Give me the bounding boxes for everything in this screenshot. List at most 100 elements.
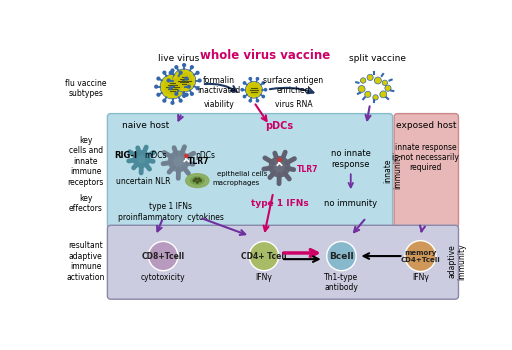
Circle shape	[248, 84, 260, 95]
Circle shape	[373, 95, 378, 100]
Circle shape	[157, 77, 160, 80]
Circle shape	[148, 241, 178, 271]
Circle shape	[382, 80, 388, 85]
Circle shape	[327, 241, 356, 271]
Circle shape	[385, 85, 391, 91]
Text: no innate
response: no innate response	[331, 149, 371, 169]
Text: Th1-type
antibody: Th1-type antibody	[325, 273, 358, 292]
Text: live virus: live virus	[158, 54, 199, 63]
Circle shape	[155, 85, 158, 88]
Circle shape	[168, 151, 189, 172]
Circle shape	[167, 79, 170, 82]
Circle shape	[198, 178, 200, 180]
Circle shape	[171, 69, 174, 72]
Circle shape	[185, 154, 188, 158]
FancyBboxPatch shape	[394, 114, 458, 228]
Circle shape	[185, 77, 188, 80]
Circle shape	[199, 180, 201, 182]
Circle shape	[241, 89, 243, 91]
Ellipse shape	[190, 177, 204, 184]
Circle shape	[196, 87, 199, 90]
Circle shape	[367, 74, 373, 81]
Circle shape	[269, 156, 290, 177]
Circle shape	[169, 87, 172, 90]
Circle shape	[195, 178, 197, 180]
Text: virus RNA: virus RNA	[274, 100, 312, 109]
Text: resultant
adaptive
immune
activation: resultant adaptive immune activation	[67, 241, 105, 281]
Circle shape	[163, 71, 166, 74]
Text: no immunity: no immunity	[324, 199, 377, 208]
Text: RIG-I: RIG-I	[115, 151, 138, 160]
Circle shape	[177, 73, 191, 88]
Text: split vaccine: split vaccine	[349, 54, 407, 63]
Circle shape	[190, 66, 193, 69]
Text: adaptive
immunity: adaptive immunity	[447, 243, 466, 280]
Circle shape	[163, 99, 166, 102]
Ellipse shape	[186, 174, 209, 188]
Circle shape	[160, 74, 185, 99]
Circle shape	[243, 95, 246, 98]
Text: uncertain NLR: uncertain NLR	[116, 177, 170, 186]
Circle shape	[185, 93, 188, 96]
Circle shape	[183, 94, 185, 97]
Text: TLR7: TLR7	[296, 164, 318, 174]
Circle shape	[278, 158, 281, 161]
Text: type 1 IFNs
proinflammatory  cytokines: type 1 IFNs proinflammatory cytokines	[118, 202, 224, 222]
Circle shape	[173, 69, 196, 92]
Circle shape	[243, 82, 246, 84]
Text: IFNγ: IFNγ	[412, 273, 429, 282]
Circle shape	[179, 99, 182, 102]
Text: mDCs: mDCs	[144, 152, 167, 160]
Circle shape	[405, 241, 436, 272]
Text: flu vaccine
subtypes: flu vaccine subtypes	[65, 78, 106, 98]
Circle shape	[183, 64, 185, 66]
Text: Bcell: Bcell	[329, 252, 354, 260]
FancyBboxPatch shape	[108, 114, 393, 228]
Circle shape	[196, 181, 198, 183]
Circle shape	[133, 151, 150, 167]
Circle shape	[198, 79, 201, 82]
Circle shape	[193, 180, 195, 182]
Circle shape	[262, 95, 264, 98]
Circle shape	[365, 91, 371, 97]
Text: viability: viability	[204, 100, 234, 109]
Circle shape	[187, 85, 190, 88]
Text: CD4+ Tcell: CD4+ Tcell	[241, 252, 287, 260]
Circle shape	[257, 99, 259, 102]
Text: TLR7: TLR7	[188, 157, 209, 166]
Circle shape	[179, 71, 182, 74]
Circle shape	[358, 85, 365, 92]
Text: epithelial cells: epithelial cells	[218, 172, 268, 177]
Text: surface antigen
enriched: surface antigen enriched	[263, 76, 324, 95]
Text: type 1 IFNs: type 1 IFNs	[250, 199, 308, 208]
Circle shape	[360, 78, 366, 83]
Circle shape	[171, 102, 174, 104]
Circle shape	[380, 91, 387, 98]
Text: CD8+Tcell: CD8+Tcell	[142, 252, 185, 260]
Circle shape	[169, 71, 172, 74]
Text: memory
CD4+Tcell: memory CD4+Tcell	[400, 250, 440, 262]
Text: key
cells and
innate
immune
receptors: key cells and innate immune receptors	[68, 136, 104, 187]
Circle shape	[249, 99, 251, 102]
Text: macrophages: macrophages	[213, 180, 260, 186]
Text: key
effectors: key effectors	[69, 194, 102, 214]
Circle shape	[164, 79, 181, 94]
Circle shape	[175, 92, 178, 95]
Circle shape	[245, 81, 262, 98]
Text: innate response
is not necessarily
required: innate response is not necessarily requi…	[393, 142, 459, 173]
Text: whole virus vaccine: whole virus vaccine	[200, 49, 331, 62]
Text: IFNγ: IFNγ	[255, 273, 272, 282]
Circle shape	[190, 92, 193, 95]
Text: innate
immunity: innate immunity	[383, 152, 402, 189]
Text: pDCs: pDCs	[195, 152, 215, 160]
Text: exposed host: exposed host	[396, 120, 456, 130]
Text: cytotoxicity: cytotoxicity	[141, 273, 185, 282]
Circle shape	[249, 241, 279, 271]
Circle shape	[264, 89, 267, 91]
FancyBboxPatch shape	[108, 225, 458, 299]
Text: formalin
inactivated: formalin inactivated	[197, 76, 241, 95]
Text: naive host: naive host	[122, 120, 169, 130]
Circle shape	[249, 78, 251, 80]
Text: pDCs: pDCs	[265, 120, 293, 131]
Circle shape	[157, 93, 160, 96]
